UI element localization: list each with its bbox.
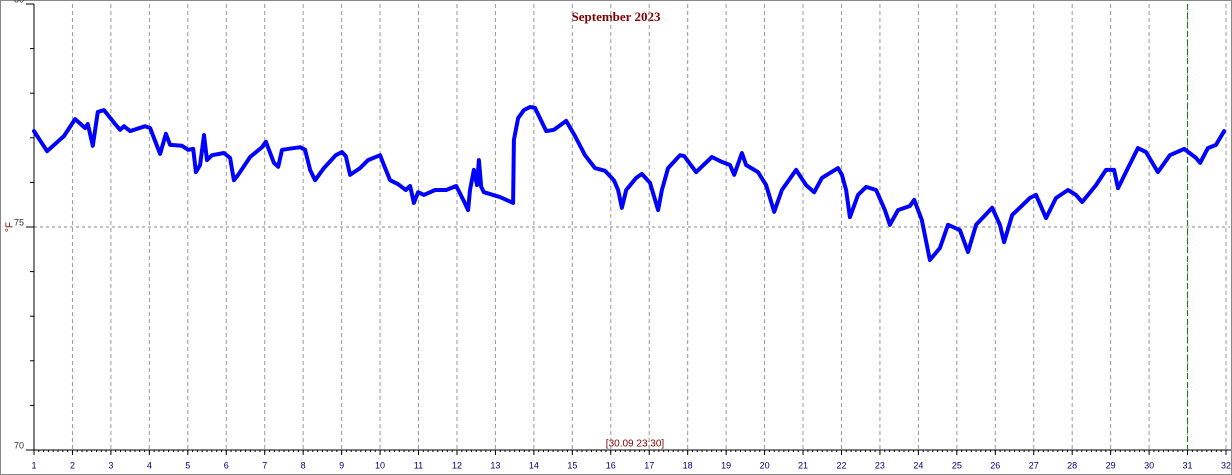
x-tick-label: 7 bbox=[262, 460, 267, 470]
y-tick-label: 75 bbox=[14, 217, 24, 227]
x-tick-label: 10 bbox=[375, 460, 385, 470]
x-tick-label: 13 bbox=[490, 460, 500, 470]
x-tick-label: 2 bbox=[70, 460, 75, 470]
x-tick-label: 12 bbox=[452, 460, 462, 470]
x-tick-label: 9 bbox=[339, 460, 344, 470]
series-line bbox=[32, 105, 1227, 262]
x-tick-label: 24 bbox=[913, 460, 923, 470]
x-tick-label: 23 bbox=[875, 460, 885, 470]
x-tick-label: 32 bbox=[1221, 460, 1231, 470]
x-tick-label: 18 bbox=[683, 460, 693, 470]
x-tick-label: 27 bbox=[1029, 460, 1039, 470]
x-tick-label: 11 bbox=[414, 460, 423, 470]
x-tick-label: 3 bbox=[108, 460, 113, 470]
x-tick-label: 31 bbox=[1183, 460, 1193, 470]
y-tick-label: 70 bbox=[14, 440, 24, 450]
x-tick-label: 29 bbox=[1106, 460, 1116, 470]
x-tick-label: 22 bbox=[836, 460, 846, 470]
x-tick-label: 16 bbox=[606, 460, 616, 470]
x-tick-label: 8 bbox=[301, 460, 306, 470]
x-tick-label: 30 bbox=[1144, 460, 1154, 470]
x-tick-label: 25 bbox=[952, 460, 962, 470]
chart-title: September 2023 bbox=[572, 9, 661, 24]
x-tick-label: 21 bbox=[798, 460, 808, 470]
x-tick-label: 20 bbox=[760, 460, 770, 470]
x-tick-label: 6 bbox=[224, 460, 229, 470]
x-tick-label: 19 bbox=[721, 460, 731, 470]
annotation: [30.09 23:30] bbox=[606, 439, 665, 450]
x-tick-label: 4 bbox=[147, 460, 152, 470]
x-tick-label: 17 bbox=[644, 460, 654, 470]
x-tick-label: 5 bbox=[185, 460, 190, 470]
y-axis-label: °F bbox=[5, 222, 16, 232]
x-tick-label: 28 bbox=[1067, 460, 1077, 470]
x-tick-label: 14 bbox=[529, 460, 539, 470]
x-tick-label: 26 bbox=[990, 460, 1000, 470]
x-tick-label: 1 bbox=[31, 460, 36, 470]
x-tick-label: 15 bbox=[567, 460, 577, 470]
y-tick-label: 80 bbox=[14, 0, 24, 4]
